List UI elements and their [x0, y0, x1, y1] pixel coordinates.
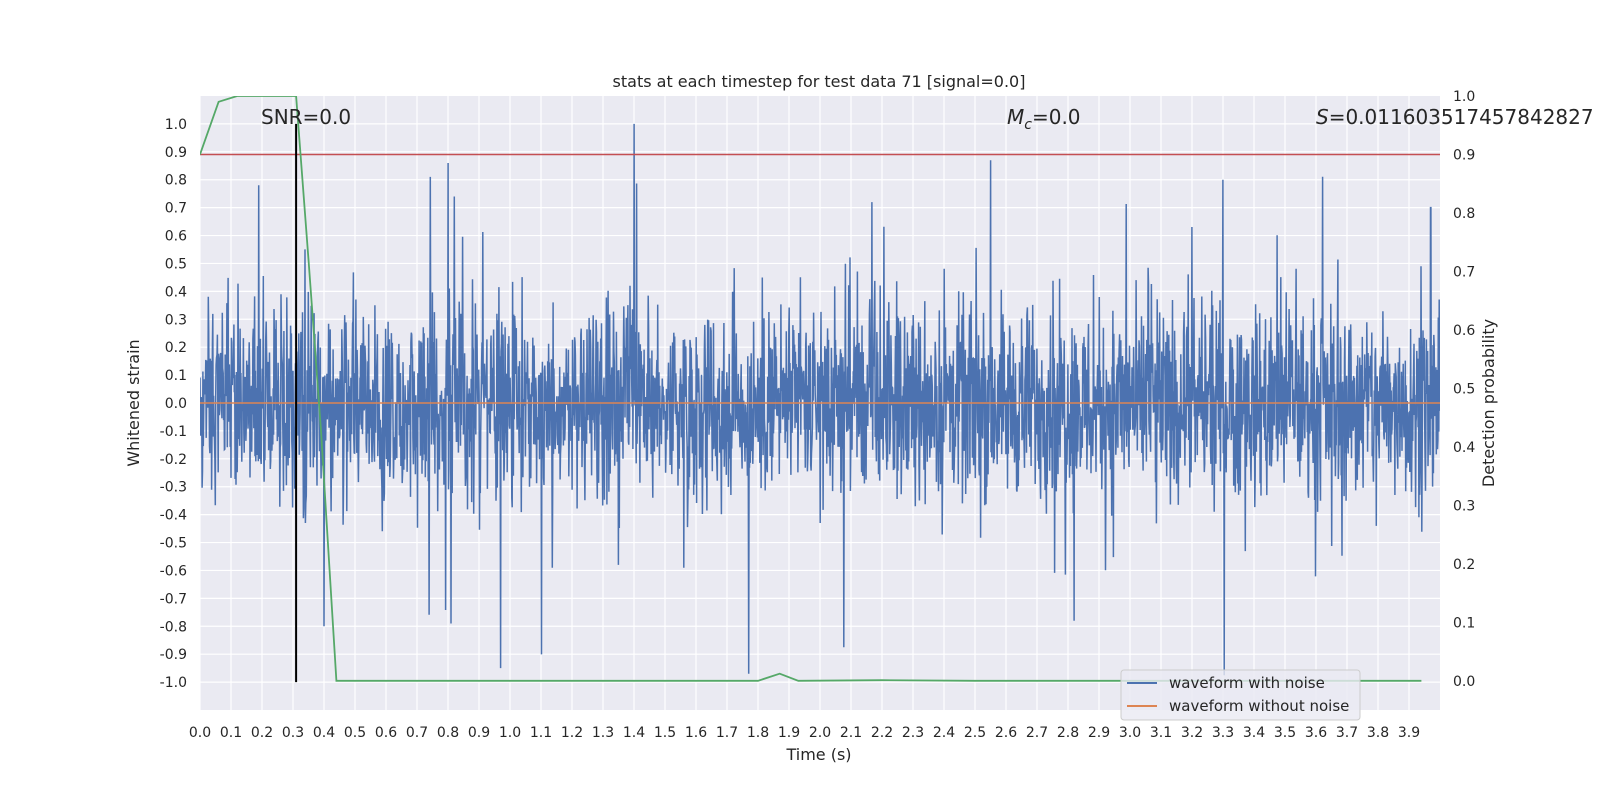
- s-symbol: S: [1316, 105, 1329, 129]
- x-tick-label: 3.8: [1367, 725, 1389, 741]
- x-tick-label: 1.8: [747, 725, 769, 741]
- mc-subscript: c: [1024, 117, 1032, 133]
- x-tick-label: 3.7: [1336, 725, 1358, 741]
- snr-annotation: SNR=0.0: [261, 105, 351, 129]
- x-tick-label: 1.2: [561, 725, 583, 741]
- y2-tick-label: 0.4: [1453, 440, 1475, 456]
- y-tick-label: 0.7: [165, 201, 187, 217]
- x-tick-label: 2.1: [840, 725, 862, 741]
- x-tick-label: 0.1: [220, 725, 242, 741]
- y2-tick-labels: 1.0 0.9 0.8 0.7 0.6 0.5 0.4 0.3 0.2 0.1 0.0: [1453, 89, 1475, 690]
- y-tick-label: -0.8: [160, 619, 187, 635]
- y-tick-label: -0.7: [160, 591, 187, 607]
- x-tick-label: 2.6: [995, 725, 1017, 741]
- x-tick-label: 3.4: [1243, 725, 1265, 741]
- x-axis-label: Time (s): [785, 745, 851, 764]
- x-tick-label: 1.3: [592, 725, 614, 741]
- y-tick-label: 0.0: [165, 396, 187, 412]
- x-tick-label: 3.2: [1181, 725, 1203, 741]
- y-axis-label: Whitened strain: [124, 339, 143, 466]
- x-tick-label: 0.7: [406, 725, 428, 741]
- x-tick-label: 2.0: [809, 725, 831, 741]
- x-tick-label: 3.6: [1305, 725, 1327, 741]
- x-tick-label: 3.1: [1150, 725, 1172, 741]
- x-tick-label: 2.4: [933, 725, 955, 741]
- x-tick-label: 1.9: [778, 725, 800, 741]
- y-tick-label: 0.9: [165, 145, 187, 161]
- y-tick-label: -0.3: [160, 480, 187, 496]
- y2-tick-label: 0.0: [1453, 674, 1475, 690]
- series-waveform-with-noise: [200, 123, 1440, 676]
- y-tick-label: -0.4: [160, 508, 187, 524]
- y-tick-label: -0.1: [160, 424, 187, 440]
- y-tick-label: 0.2: [165, 340, 187, 356]
- plot-clip: [200, 96, 1440, 683]
- x-tick-label: 0.4: [313, 725, 335, 741]
- y2-tick-label: 0.9: [1453, 147, 1475, 163]
- y2-tick-label: 0.3: [1453, 498, 1475, 514]
- x-tick-label: 1.7: [716, 725, 738, 741]
- y-tick-label: -0.2: [160, 452, 187, 468]
- legend: waveform with noise waveform without noi…: [1120, 669, 1361, 721]
- x-tick-label: 2.3: [902, 725, 924, 741]
- series-layer: [200, 96, 1440, 683]
- s-value: =0.011603517457842827: [1329, 105, 1594, 129]
- y-tick-label: 0.8: [165, 173, 187, 189]
- x-tick-label: 0.9: [468, 725, 490, 741]
- x-tick-label: 0.3: [282, 725, 304, 741]
- x-tick-label: 2.5: [964, 725, 986, 741]
- mc-value: =0.0: [1032, 105, 1081, 129]
- x-tick-label: 2.9: [1088, 725, 1110, 741]
- x-tick-label: 2.8: [1057, 725, 1079, 741]
- y2-tick-label: 0.7: [1453, 264, 1475, 280]
- y-tick-label: -0.5: [160, 536, 187, 552]
- y2-tick-label: 0.1: [1453, 615, 1475, 631]
- y-tick-label: -1.0: [160, 675, 187, 691]
- series-detection-probability: [200, 96, 1422, 682]
- x-tick-label: 1.4: [623, 725, 645, 741]
- y2-tick-label: 0.2: [1453, 557, 1475, 573]
- x-tick-label: 1.6: [685, 725, 707, 741]
- y-tick-label: 0.1: [165, 368, 187, 384]
- s-annotation: S=0.011603517457842827: [1316, 105, 1594, 129]
- y-tick-label: 0.5: [165, 256, 187, 272]
- y2-tick-label: 1.0: [1453, 89, 1475, 105]
- y2-tick-label: 0.5: [1453, 381, 1475, 397]
- mc-annotation: Mc=0.0: [1007, 105, 1081, 133]
- y-tick-label: -0.9: [160, 647, 187, 663]
- x-tick-label: 3.9: [1398, 725, 1420, 741]
- y-tick-label: 1.0: [165, 117, 187, 133]
- x-tick-label: 3.3: [1212, 725, 1234, 741]
- x-tick-label: 0.5: [344, 725, 366, 741]
- y2-tick-label: 0.6: [1453, 323, 1475, 339]
- legend-box: [1120, 669, 1361, 721]
- x-tick-labels: 0.0 0.1 0.2 0.3 0.4 0.5 0.6 0.7 0.8 0.9 1.0 1.1 1.2 1…: [189, 725, 1420, 741]
- y-tick-labels: 1.0 0.9 0.8 0.7 0.6 0.5 0.4 0.3 0.2 0.1 0.0 -0.1 -0.…: [160, 117, 187, 691]
- x-tick-label: 2.2: [871, 725, 893, 741]
- chart-title: stats at each timestep for test data 71 …: [613, 72, 1026, 91]
- x-tick-label: 2.7: [1026, 725, 1048, 741]
- x-tick-label: 0.2: [251, 725, 273, 741]
- x-tick-label: 0.0: [189, 725, 211, 741]
- y-tick-label: 0.4: [165, 284, 187, 300]
- x-tick-label: 3.0: [1119, 725, 1141, 741]
- x-tick-label: 3.5: [1274, 725, 1296, 741]
- y-tick-label: 0.6: [165, 229, 187, 245]
- x-tick-label: 0.6: [375, 725, 397, 741]
- y2-tick-label: 0.8: [1453, 206, 1475, 222]
- legend-label-noise: waveform with noise: [1169, 674, 1325, 692]
- legend-label-clean: waveform without noise: [1169, 697, 1349, 715]
- y2-axis-label: Detection probability: [1479, 319, 1498, 487]
- x-tick-label: 1.0: [499, 725, 521, 741]
- x-tick-label: 1.5: [654, 725, 676, 741]
- mc-symbol: M: [1007, 105, 1024, 129]
- y-tick-label: -0.6: [160, 563, 187, 579]
- x-tick-label: 1.1: [530, 725, 552, 741]
- y-tick-label: 0.3: [165, 312, 187, 328]
- x-tick-label: 0.8: [437, 725, 459, 741]
